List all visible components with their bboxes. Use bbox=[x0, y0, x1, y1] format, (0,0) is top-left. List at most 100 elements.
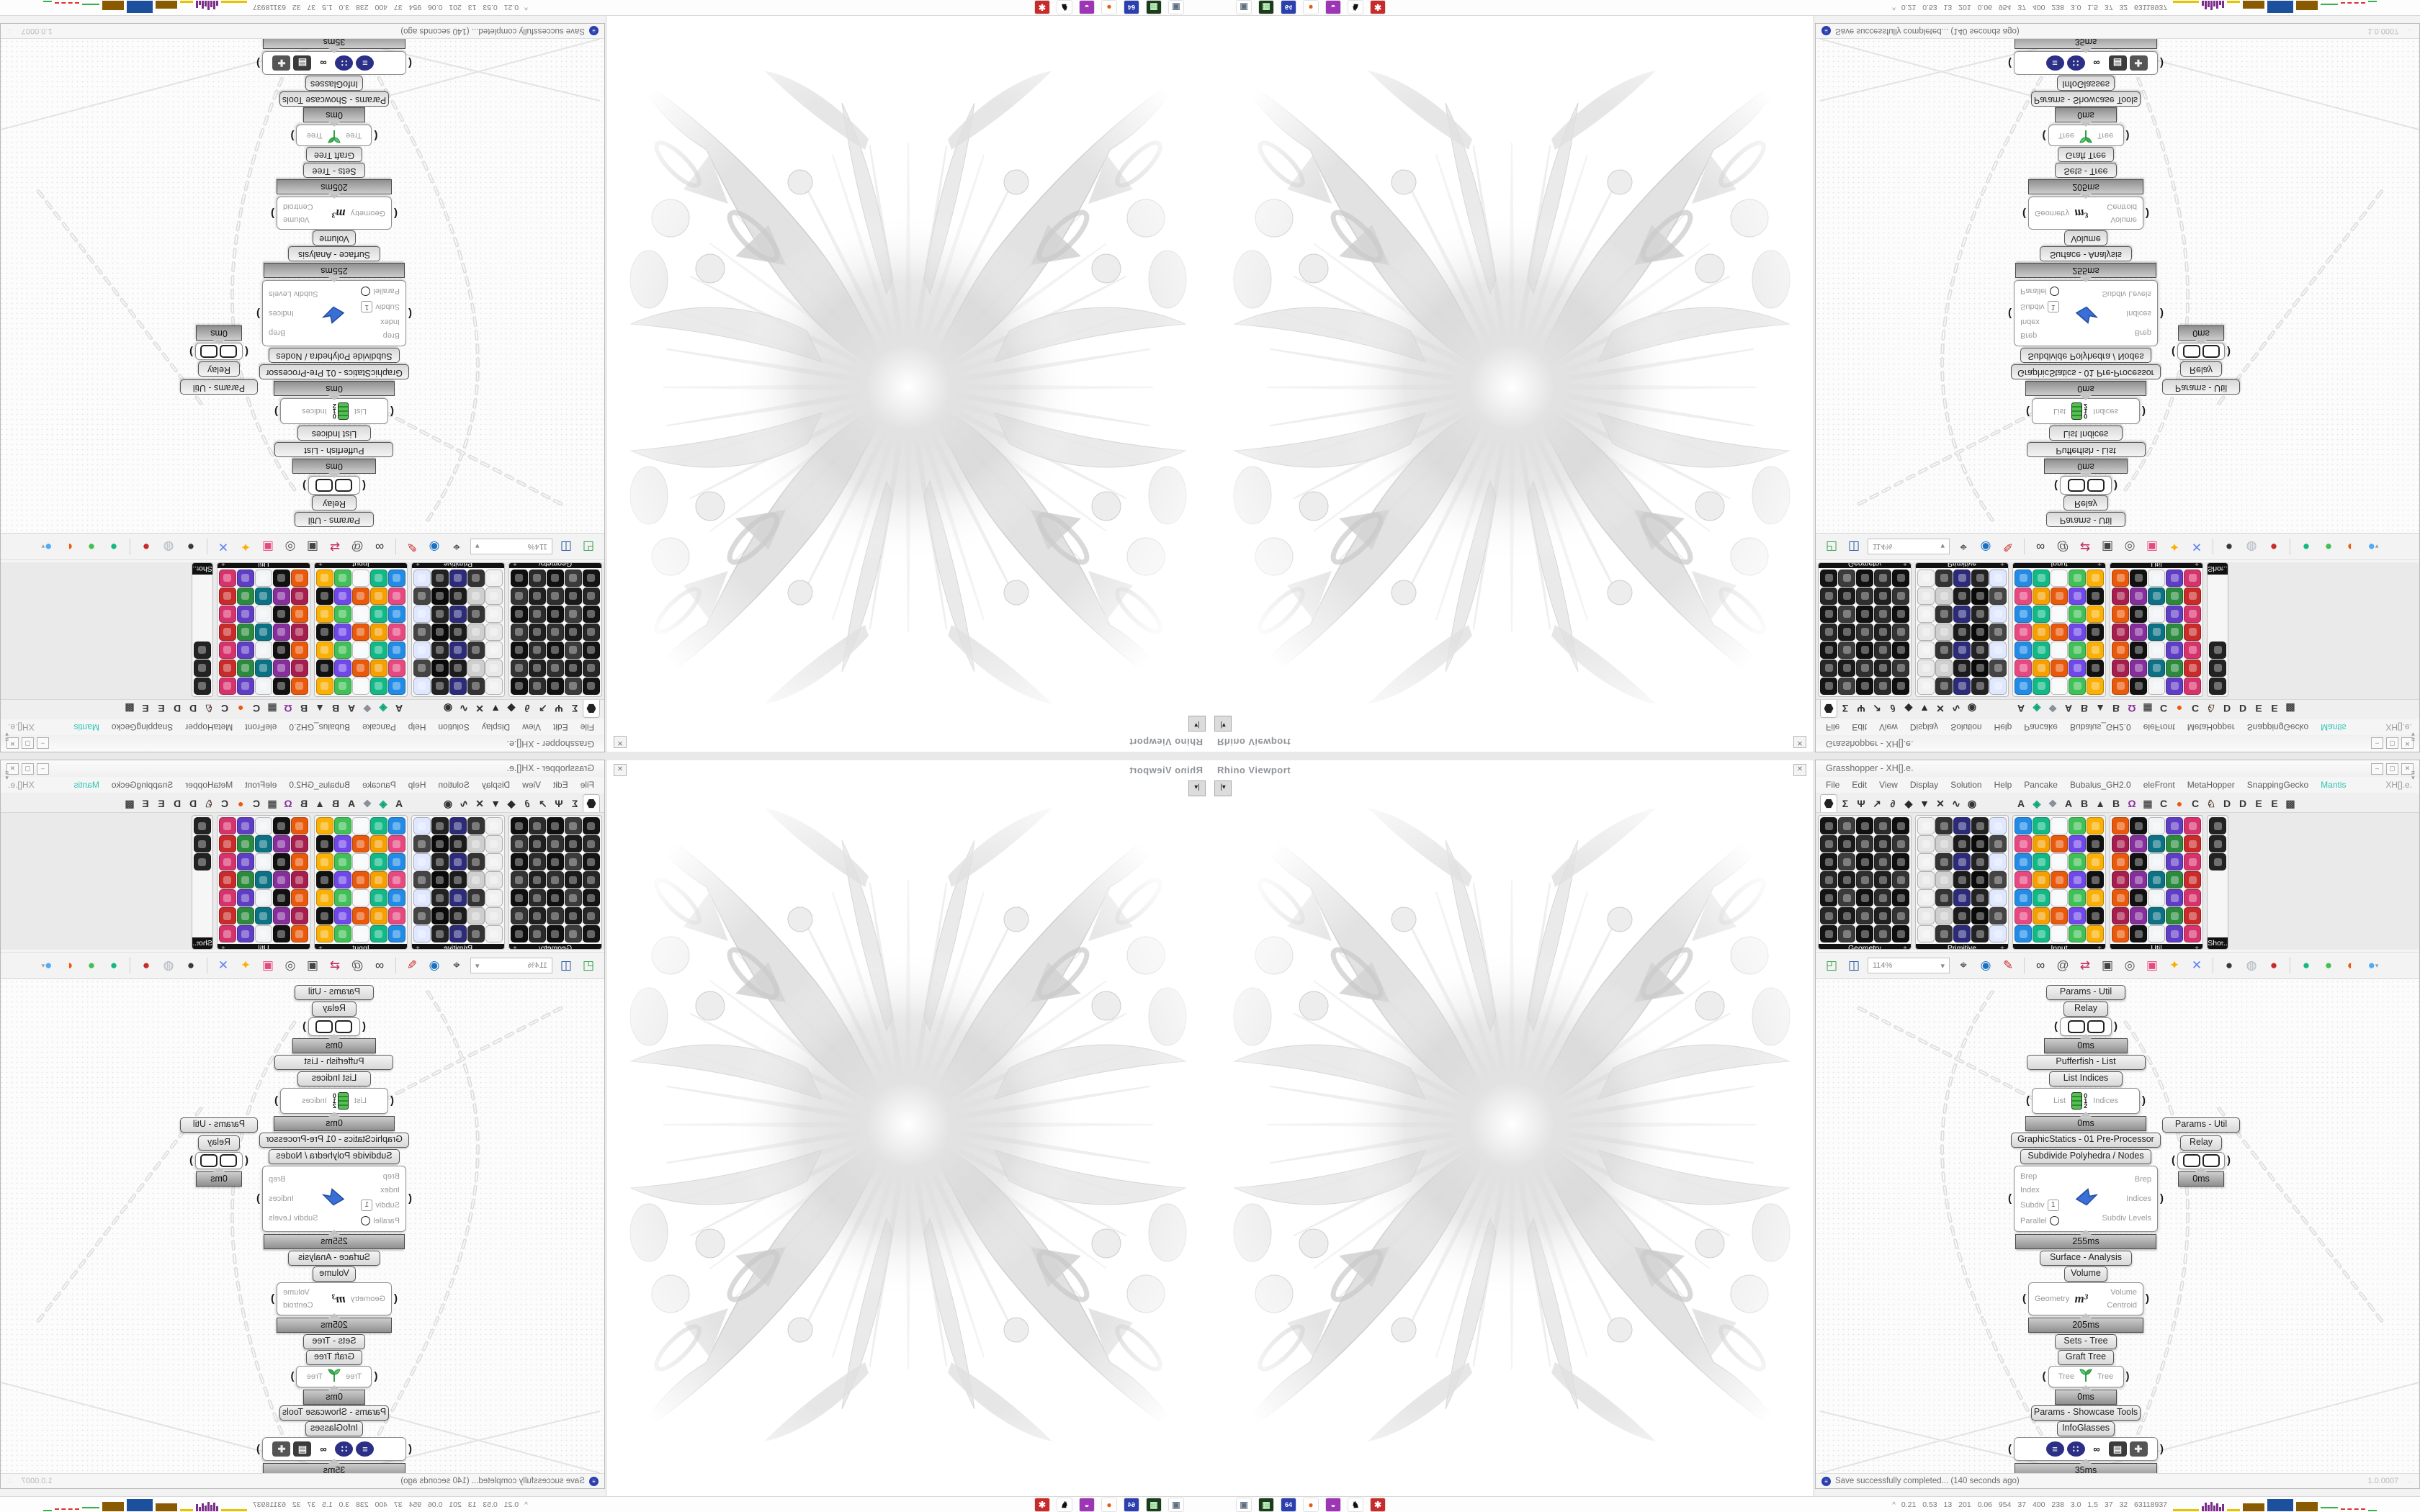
node-label[interactable]: GraphicStatics - 01 Pre-Processor bbox=[259, 1133, 409, 1148]
component-icon[interactable] bbox=[219, 678, 236, 695]
component-icon[interactable] bbox=[511, 835, 528, 852]
menu-item-edit[interactable]: Edit bbox=[1852, 780, 1868, 790]
tab-display[interactable]: ◉ bbox=[1967, 797, 1977, 809]
component-icon[interactable] bbox=[1892, 871, 1909, 888]
component-icon[interactable] bbox=[2112, 871, 2129, 888]
maximize-icon[interactable]: ▢ bbox=[2386, 763, 2398, 775]
menu-item-metahopper[interactable]: MetaHopper bbox=[185, 780, 233, 790]
component-icon[interactable] bbox=[1935, 925, 1953, 942]
menu-item-view[interactable]: View bbox=[1879, 722, 1898, 732]
time-badge[interactable]: 0ms bbox=[2178, 325, 2224, 341]
tab-plugin-diamond[interactable]: ◈ bbox=[2033, 797, 2041, 809]
display-blue-sphere-icon[interactable]: ● ▾ bbox=[2367, 958, 2379, 972]
tab-plugin-a1[interactable]: A bbox=[2017, 798, 2025, 809]
component-icon[interactable] bbox=[2166, 660, 2183, 677]
preview-red-sphere-icon[interactable]: ● bbox=[2269, 540, 2278, 554]
gha-sync-icon[interactable]: ⇄ bbox=[329, 958, 341, 972]
resize-grip-icon[interactable]: ∴ bbox=[6, 27, 12, 35]
component-icon[interactable] bbox=[431, 925, 449, 942]
component-icon[interactable] bbox=[370, 907, 387, 924]
component-icon[interactable] bbox=[529, 871, 546, 888]
component-icon[interactable] bbox=[547, 606, 564, 623]
palette-expand-icon[interactable]: + bbox=[1903, 944, 1907, 950]
component-icon[interactable] bbox=[2087, 624, 2104, 641]
display-green-sphere-icon[interactable]: ● bbox=[87, 958, 96, 972]
menu-item-mantis[interactable]: Mantis bbox=[73, 722, 99, 732]
tab-maths[interactable]: Σ bbox=[571, 798, 578, 809]
component-icon[interactable] bbox=[1856, 907, 1873, 924]
component-icon[interactable] bbox=[1820, 925, 1837, 942]
component-icon[interactable] bbox=[1856, 678, 1873, 695]
time-badge[interactable]: 35ms bbox=[2015, 39, 2157, 49]
component-icon[interactable] bbox=[370, 588, 387, 605]
node-label[interactable]: InfoGlasses bbox=[2057, 76, 2115, 91]
component-icon[interactable] bbox=[1971, 660, 1989, 677]
component-icon[interactable] bbox=[2184, 871, 2201, 888]
component-icon[interactable] bbox=[511, 889, 528, 906]
component-icon[interactable] bbox=[431, 817, 449, 834]
component-icon[interactable] bbox=[1874, 588, 1891, 605]
port-parallel[interactable]: Parallel bbox=[361, 1216, 400, 1226]
sketch-pen-icon[interactable]: ✎ bbox=[2002, 540, 2014, 554]
rhino-viewport-panel[interactable]: Rhino Viewport ✕ |▾ bbox=[606, 760, 1210, 1496]
menu-item-help[interactable]: Help bbox=[408, 722, 426, 732]
node-label[interactable]: List Indices bbox=[2049, 1071, 2123, 1086]
component-icon[interactable] bbox=[2112, 660, 2129, 677]
tab-sets[interactable]: Ψ bbox=[1857, 703, 1865, 714]
component-icon[interactable] bbox=[291, 606, 308, 623]
component-icon[interactable] bbox=[413, 660, 431, 677]
component-icon[interactable] bbox=[370, 642, 387, 659]
grasshopper-titlebar[interactable]: Grasshopper - XH[].e. – ▢ ✕ bbox=[1, 734, 604, 752]
component-icon[interactable] bbox=[2087, 835, 2104, 852]
component-icon[interactable] bbox=[547, 907, 564, 924]
component-icon[interactable] bbox=[1838, 660, 1855, 677]
component-icon[interactable] bbox=[2033, 570, 2050, 587]
component-icon[interactable] bbox=[413, 570, 431, 587]
time-badge[interactable]: 0ms bbox=[2055, 107, 2117, 122]
palette-expand-icon[interactable]: + bbox=[2195, 944, 2199, 950]
component-icon[interactable] bbox=[2033, 889, 2050, 906]
display-orange-sphere-icon[interactable]: ◐ bbox=[65, 540, 73, 554]
menu-item-metahopper[interactable]: MetaHopper bbox=[185, 722, 233, 732]
component-icon[interactable] bbox=[1892, 660, 1909, 677]
node-label[interactable]: Surface - Analysis bbox=[2040, 1251, 2132, 1266]
component-icon[interactable] bbox=[485, 606, 503, 623]
component-icon[interactable] bbox=[1856, 889, 1873, 906]
component-icon[interactable] bbox=[219, 588, 236, 605]
component-icon[interactable] bbox=[273, 606, 290, 623]
component-icon[interactable] bbox=[1935, 817, 1953, 834]
component-icon[interactable] bbox=[467, 907, 485, 924]
component-icon[interactable] bbox=[547, 871, 564, 888]
component-icon[interactable] bbox=[2069, 642, 2086, 659]
menu-item-solution[interactable]: Solution bbox=[438, 722, 470, 732]
component-icon[interactable] bbox=[1820, 624, 1837, 641]
component-icon[interactable] bbox=[273, 853, 290, 870]
panel-collapse-icon[interactable]: |▾ bbox=[1214, 780, 1232, 796]
palette-expand-icon[interactable]: + bbox=[2220, 939, 2224, 948]
component-icon[interactable] bbox=[413, 871, 431, 888]
open-file-icon[interactable]: ◰ bbox=[1825, 958, 1838, 972]
tab-plugin-bird[interactable]: ♘ bbox=[204, 703, 214, 715]
palette-expand-icon[interactable]: + bbox=[221, 944, 225, 950]
component-icon[interactable] bbox=[2015, 624, 2032, 641]
component-icon[interactable] bbox=[485, 907, 503, 924]
component-icon[interactable] bbox=[449, 853, 467, 870]
component-icon[interactable] bbox=[1838, 871, 1855, 888]
wire-display-icon[interactable]: ✕ bbox=[2191, 540, 2202, 554]
preview-wire-sphere-icon[interactable]: ◍ bbox=[2246, 958, 2257, 972]
time-badge[interactable]: 0ms bbox=[2044, 1034, 2128, 1053]
close-icon[interactable]: ✕ bbox=[614, 764, 627, 776]
panel-collapse-icon[interactable]: |▾ bbox=[1214, 716, 1232, 732]
component-icon[interactable] bbox=[2112, 642, 2129, 659]
component-icon[interactable] bbox=[316, 835, 333, 852]
port-parallel[interactable]: Parallel bbox=[2020, 1216, 2059, 1226]
component-icon[interactable] bbox=[511, 871, 528, 888]
component-icon[interactable] bbox=[2015, 907, 2032, 924]
wire-display-icon[interactable]: ✕ bbox=[2191, 958, 2202, 972]
component-icon[interactable] bbox=[1917, 678, 1935, 695]
component-icon[interactable] bbox=[334, 624, 351, 641]
component-icon[interactable] bbox=[547, 853, 564, 870]
component-icon[interactable] bbox=[2166, 570, 2183, 587]
port-index[interactable]: Index bbox=[380, 318, 400, 327]
component-icon[interactable] bbox=[237, 871, 254, 888]
